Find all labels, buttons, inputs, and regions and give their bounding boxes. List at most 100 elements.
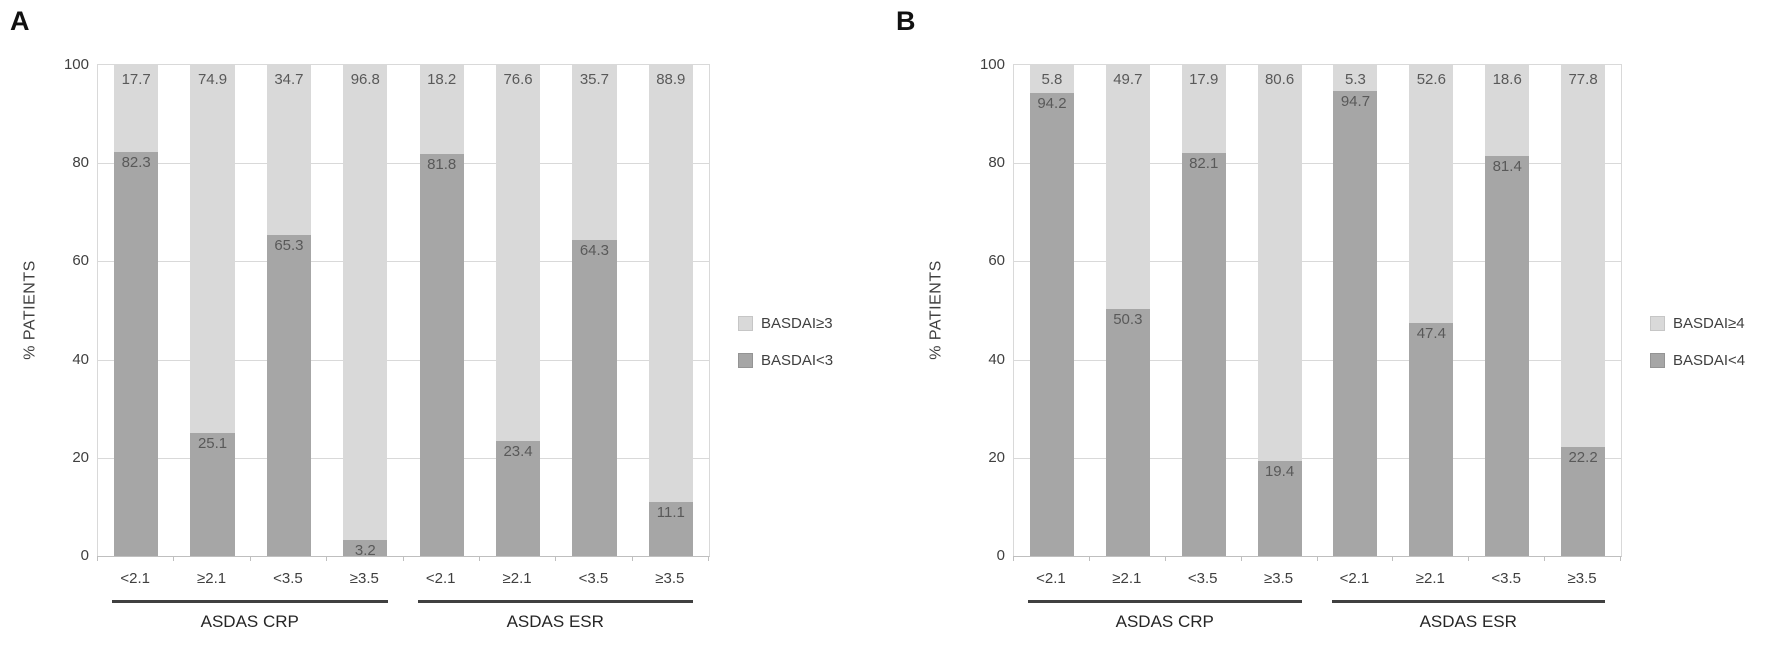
- legend-item: BASDAI<3: [738, 353, 833, 368]
- bar-slot: 18.2 81.8: [404, 65, 480, 556]
- bar-slot: 49.7 50.3: [1090, 65, 1166, 556]
- bar-slot: 35.7 64.3: [556, 65, 632, 556]
- value-label: 82.3: [121, 153, 151, 171]
- y-axis-tick-label: 40: [72, 350, 89, 368]
- x-axis-tick-mark: [708, 556, 709, 561]
- segment-BASDAI<3: 64.3: [572, 240, 617, 556]
- category-group-label: ASDAS ESR: [1419, 612, 1517, 631]
- segment-BASDAI≥4: 5.8: [1029, 65, 1074, 94]
- bars-container: 17.7 82.3 74.9 25.1 34.7 65.3 96.8 3.2 18.2 81.8 7…: [98, 65, 709, 560]
- value-label: 49.7: [1113, 71, 1143, 89]
- gridline: [1014, 359, 1621, 361]
- legend-item: BASDAI<4: [1650, 353, 1745, 368]
- x-axis-category-label: <3.5: [1491, 570, 1521, 587]
- value-label: 3.2: [354, 542, 376, 560]
- bar-slot: 77.8 22.2: [1545, 65, 1621, 556]
- segment-BASDAI≥4: 49.7: [1105, 65, 1150, 310]
- value-label: 65.3: [274, 237, 304, 255]
- value-label: 64.3: [579, 242, 610, 260]
- legend-swatch-icon: [738, 353, 753, 368]
- value-label: 17.7: [121, 71, 151, 89]
- segment-BASDAI≥4: 18.6: [1485, 65, 1530, 157]
- category-group-label: ASDAS ESR: [506, 612, 604, 631]
- segment-BASDAI≥4: 17.9: [1181, 65, 1226, 153]
- x-axis-tick-mark: [173, 556, 175, 561]
- value-label: 18.2: [427, 71, 457, 89]
- stacked-bar: 18.6 81.4: [1485, 65, 1530, 556]
- legend-swatch-icon: [1650, 353, 1665, 368]
- y-axis-tick-label: 80: [72, 154, 89, 172]
- category-group-label: ASDAS CRP: [200, 612, 299, 631]
- plot-area: 17.7 82.3 74.9 25.1 34.7 65.3 96.8 3.2 18.2 81.8 7…: [97, 64, 710, 560]
- value-label: 88.9: [656, 71, 686, 89]
- value-label: 5.3: [1345, 71, 1366, 89]
- segment-BASDAI<3: 25.1: [190, 432, 235, 556]
- x-axis-category-label: <2.1: [425, 570, 456, 587]
- value-label: 94.2: [1037, 95, 1067, 113]
- legend-label: BASDAI<4: [1673, 352, 1746, 369]
- stacked-bar: 18.2 81.8: [419, 65, 464, 556]
- x-axis-category-label: <2.1: [120, 570, 150, 587]
- segment-BASDAI<4: 94.7: [1333, 91, 1378, 556]
- x-axis-category-label: ≥2.1: [1415, 570, 1445, 587]
- segment-BASDAI≥3: 76.6: [495, 65, 541, 442]
- segment-BASDAI<3: 23.4: [495, 441, 541, 556]
- legend-item: BASDAI≥4: [1650, 316, 1745, 331]
- stacked-bar: 5.8 94.2: [1029, 65, 1074, 556]
- x-axis-tick-mark: [1164, 556, 1166, 561]
- segment-BASDAI≥4: 80.6: [1257, 65, 1302, 461]
- y-axis-title: % PATIENTS: [927, 259, 944, 360]
- x-axis-tick-mark: [97, 556, 98, 561]
- value-label: 94.7: [1340, 93, 1371, 111]
- x-axis-category-label: <2.1: [1036, 570, 1066, 587]
- x-axis-category-label: ≥3.5: [655, 570, 685, 587]
- legend-label: BASDAI≥4: [1673, 315, 1745, 332]
- y-axis-tick-label: 0: [996, 547, 1005, 564]
- value-label: 77.8: [1568, 71, 1598, 89]
- legend: BASDAI≥4 BASDAI<4: [1650, 316, 1745, 390]
- y-axis-tick-label: 0: [80, 547, 89, 564]
- segment-BASDAI≥3: 88.9: [648, 65, 693, 502]
- value-label: 80.6: [1264, 71, 1295, 89]
- segment-BASDAI≥3: 34.7: [266, 65, 312, 236]
- x-axis-tick-mark: [249, 556, 251, 561]
- y-axis-title: % PATIENTS: [21, 259, 38, 360]
- bar-slot: 80.6 19.4: [1242, 65, 1318, 556]
- y-axis-tick-label: 60: [988, 252, 1005, 270]
- gridline: [1014, 163, 1621, 165]
- panel-a: A 17.7 82.3 74.9 25.1 34.7 65.3 96.8 3.2 18.2 81.…: [10, 6, 833, 631]
- legend-item: BASDAI≥3: [738, 316, 833, 331]
- value-label: 96.8: [350, 71, 380, 89]
- segment-BASDAI≥3: 18.2: [419, 65, 464, 155]
- value-label: 47.4: [1416, 325, 1446, 343]
- panel-a-letter: A: [10, 6, 30, 36]
- x-axis-tick-mark: [631, 556, 633, 561]
- bar-slot: 76.6 23.4: [480, 65, 556, 556]
- stacked-bar: 74.9 25.1: [190, 65, 235, 556]
- x-axis-tick-mark: [1620, 556, 1621, 561]
- gridline: [98, 359, 709, 361]
- value-label: 74.9: [197, 71, 228, 89]
- segment-BASDAI<4: 94.2: [1029, 93, 1074, 556]
- segment-BASDAI<4: 82.1: [1181, 152, 1226, 556]
- stacked-bar: 76.6 23.4: [495, 65, 541, 556]
- panel-b: B 5.8 94.2 49.7 50.3 17.9 82.1 80.6 19.4 5.3 94.7…: [886, 0, 1772, 647]
- x-axis-tick-mark: [1468, 556, 1470, 561]
- segment-BASDAI≥3: 74.9: [190, 65, 235, 433]
- value-label: 25.1: [197, 434, 228, 452]
- stacked-bar: 80.6 19.4: [1257, 65, 1302, 556]
- segment-BASDAI≥4: 5.3: [1333, 65, 1378, 92]
- segment-BASDAI<3: 65.3: [266, 235, 312, 556]
- bar-slot: 5.8 94.2: [1014, 65, 1090, 556]
- plot-area: 5.8 94.2 49.7 50.3 17.9 82.1 80.6 19.4 5.3 94.7 52…: [1013, 64, 1622, 557]
- segment-BASDAI<4: 81.4: [1485, 156, 1530, 556]
- category-group-underline: [417, 600, 693, 603]
- stacked-bar: 96.8 3.2: [343, 65, 388, 560]
- segment-BASDAI<3: 82.3: [114, 151, 159, 556]
- gridline: [98, 261, 709, 263]
- bar-slot: 17.7 82.3: [98, 65, 174, 556]
- x-axis-category-label: ≥3.5: [1264, 570, 1294, 587]
- x-axis-tick-mark: [1240, 556, 1242, 561]
- category-group-underline: [1331, 600, 1605, 603]
- x-axis-category-label: ≥2.1: [197, 570, 227, 587]
